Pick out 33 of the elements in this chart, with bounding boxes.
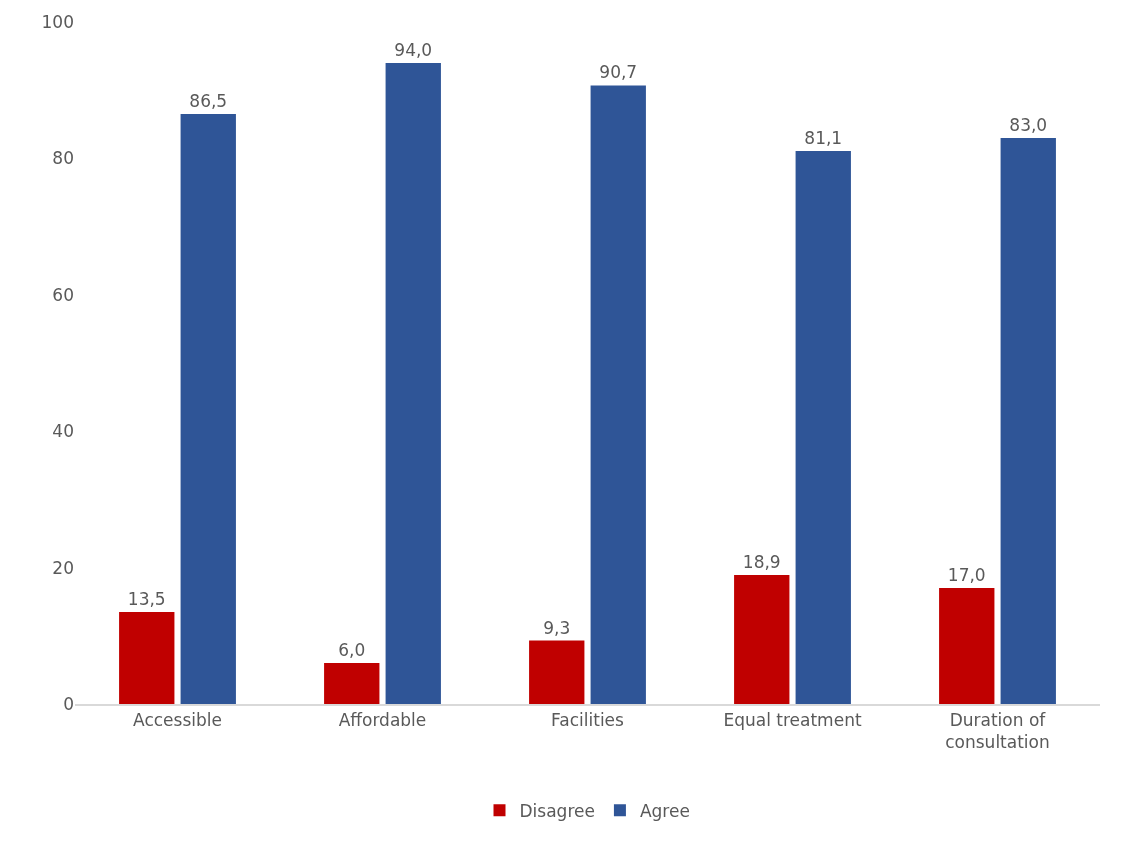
data-label: 18,9 bbox=[742, 552, 781, 573]
x-tick-label: Affordable bbox=[338, 710, 427, 731]
y-tick-label: 40 bbox=[52, 421, 74, 442]
y-tick-label: 0 bbox=[63, 693, 74, 714]
bar bbox=[180, 114, 236, 704]
x-tick-label: Duration of consultation bbox=[945, 710, 1050, 753]
bar bbox=[939, 588, 995, 704]
data-label: 90,7 bbox=[599, 62, 638, 83]
bar bbox=[385, 62, 441, 704]
x-tick-label: Facilities bbox=[551, 710, 625, 731]
bar bbox=[324, 663, 380, 704]
data-label: 17,0 bbox=[947, 565, 986, 586]
data-label: 94,0 bbox=[394, 39, 433, 60]
legend-label: Disagree bbox=[519, 800, 595, 821]
legend-label: Agree bbox=[639, 800, 690, 821]
bar bbox=[795, 150, 851, 704]
data-label: 83,0 bbox=[1009, 114, 1048, 135]
bar bbox=[119, 611, 175, 704]
x-tick-label: Equal treatment bbox=[723, 710, 862, 731]
data-label: 9,3 bbox=[543, 617, 571, 638]
y-tick-label: 20 bbox=[52, 557, 74, 578]
bar bbox=[529, 640, 585, 704]
bar bbox=[1000, 137, 1056, 704]
data-label: 6,0 bbox=[338, 640, 366, 661]
bar bbox=[734, 575, 790, 704]
y-tick-label: 60 bbox=[52, 284, 74, 305]
data-label: 86,5 bbox=[189, 91, 228, 112]
data-label: 81,1 bbox=[804, 127, 843, 148]
x-tick-label: Accessible bbox=[133, 710, 222, 731]
bar bbox=[590, 85, 646, 704]
y-tick-label: 80 bbox=[52, 148, 74, 169]
y-tick-label: 100 bbox=[41, 11, 74, 32]
data-label: 13,5 bbox=[127, 588, 166, 609]
